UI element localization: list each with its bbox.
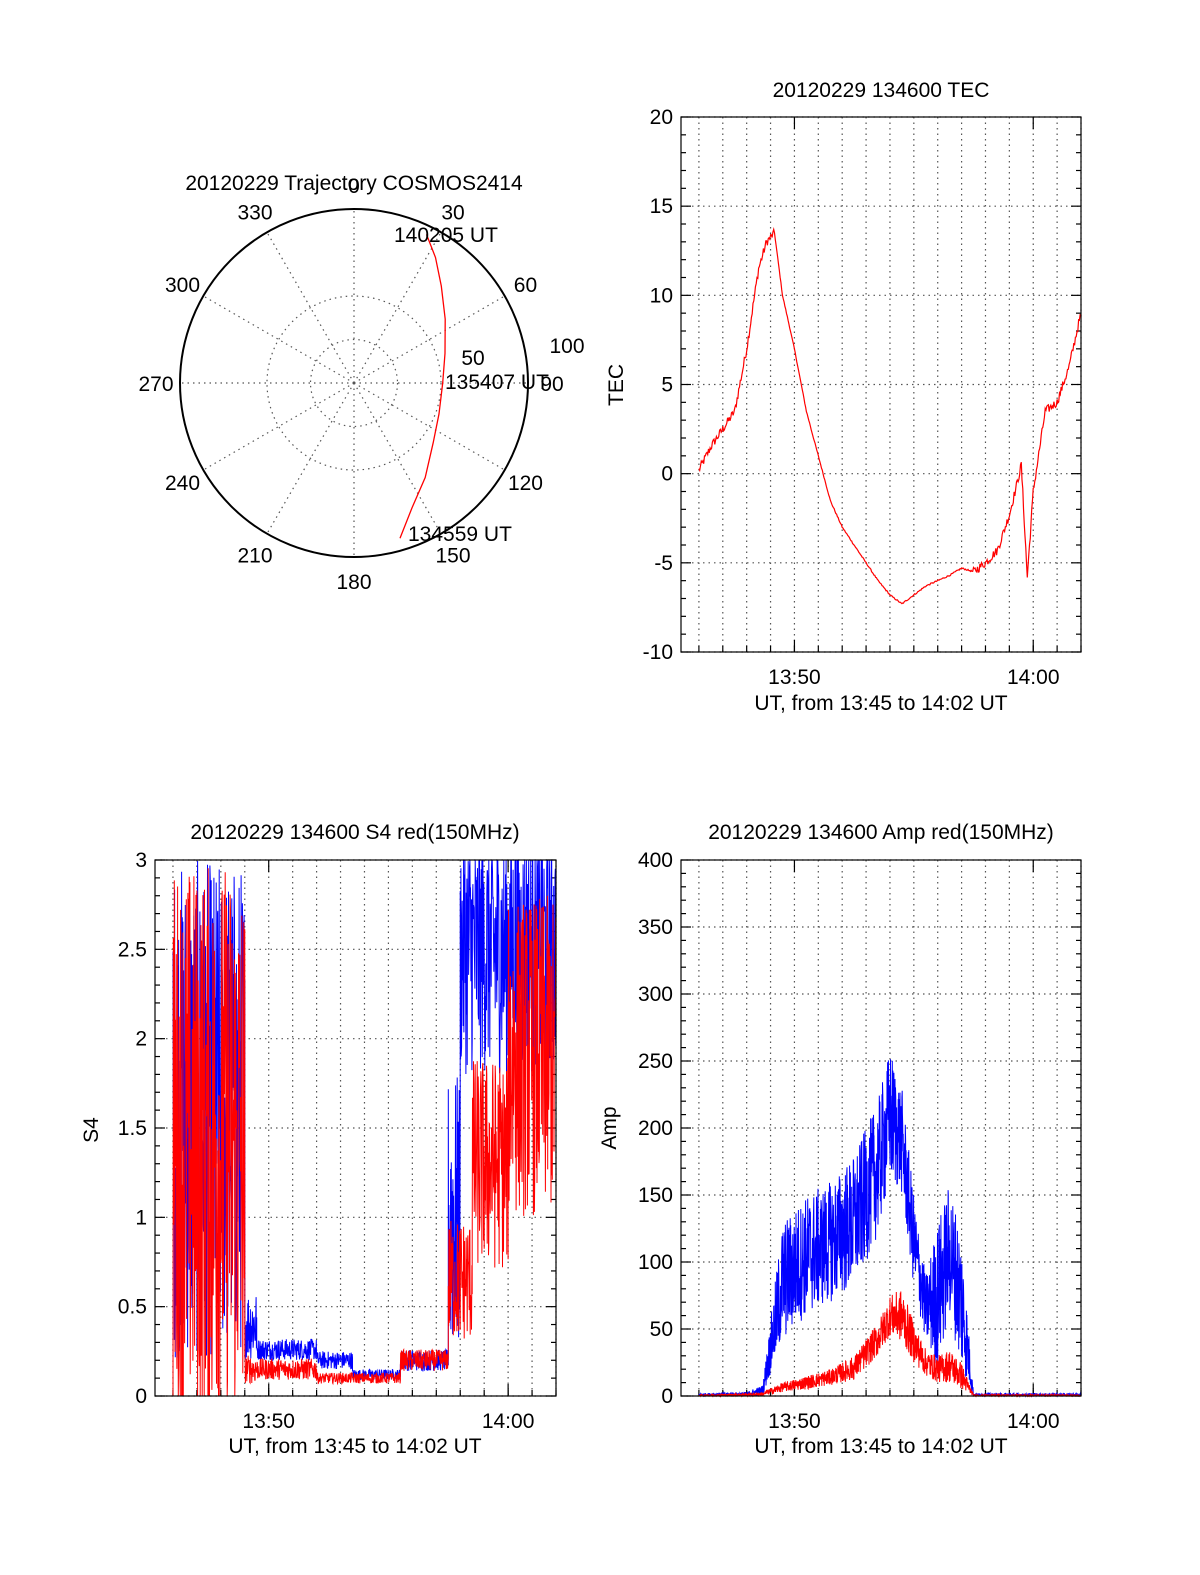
- y-tick-label: 150: [638, 1184, 673, 1207]
- angle-label-180: 180: [336, 571, 371, 594]
- y-tick-label: -5: [654, 552, 673, 575]
- y-tick-label: 250: [638, 1050, 673, 1073]
- y-tick-label: -10: [643, 641, 673, 664]
- tec-xlabel: UT, from 13:45 to 14:02 UT: [754, 692, 1007, 715]
- angle-label-120: 120: [508, 472, 543, 495]
- radius-label-100: 100: [549, 335, 584, 358]
- x-tick-label: 13:50: [242, 1410, 295, 1433]
- y-tick-label: 5: [661, 374, 673, 397]
- satellite-track: [399, 234, 446, 539]
- polar-angle-labels: 0 30 60 90 120 150 180 210 240 270 300 3…: [138, 175, 563, 594]
- x-tick-label: 13:50: [768, 666, 821, 689]
- angle-label-90: 90: [540, 373, 563, 396]
- tec-panel: 20120229 134600 TEC UT, from 13:45 to 14…: [605, 79, 1082, 715]
- polar-spoke-150: [353, 382, 442, 534]
- y-tick-label: 0: [661, 463, 673, 486]
- angle-label-330: 330: [237, 202, 272, 225]
- plot-frame: [680, 116, 1082, 653]
- track-end-label: 140205 UT: [394, 224, 498, 247]
- trajectory-title: 20120229 Trajectory COSMOS2414: [185, 172, 523, 195]
- y-tick-label: 400: [638, 849, 673, 872]
- x-tick-label: 14:00: [1007, 1410, 1060, 1433]
- panel-series: [172, 859, 557, 1397]
- angle-label-0: 0: [348, 175, 360, 198]
- x-tick-label: 13:50: [768, 1410, 821, 1433]
- angle-label-30: 30: [441, 202, 464, 225]
- y-tick-label: 2: [135, 1028, 147, 1051]
- polar-grid-circle-25: [309, 338, 399, 428]
- radius-label-50: 50: [461, 347, 484, 370]
- panel-series: [698, 1059, 1082, 1398]
- track-mid-label: 135407 UT: [445, 371, 549, 394]
- y-tick-label: 0: [135, 1385, 147, 1408]
- panel-grid: [681, 859, 1082, 1397]
- y-tick-label: 2.5: [118, 938, 147, 961]
- y-tick-label: 1: [135, 1206, 147, 1229]
- polar-spoke-120: [353, 382, 505, 471]
- s4-panel: 20120229 134600 S4 red(150MHz) UT, from …: [80, 821, 557, 1458]
- polar-grid: [180, 209, 528, 557]
- plot-frame: [680, 859, 1082, 1397]
- s4-ylabel: S4: [80, 1117, 103, 1143]
- s4-xlabel: UT, from 13:45 to 14:02 UT: [228, 1435, 481, 1458]
- x-tick-label: 14:00: [1007, 666, 1060, 689]
- polar-spoke-60: [353, 295, 505, 384]
- y-tick-label: 1.5: [118, 1117, 147, 1140]
- series-line: [698, 1291, 1082, 1398]
- y-tick-label: 10: [650, 284, 673, 307]
- plot-frame: [154, 859, 557, 1397]
- panel-series: [698, 227, 1081, 605]
- y-tick-label: 15: [650, 195, 673, 218]
- polar-outer-circle: [179, 208, 529, 558]
- polar-spoke-330: [266, 232, 355, 384]
- y-tick-label: 20: [650, 106, 673, 129]
- y-tick-label: 300: [638, 983, 673, 1006]
- tec-ylabel: TEC: [605, 364, 628, 406]
- polar-spoke-210: [266, 382, 355, 534]
- series-line: [172, 868, 557, 1397]
- y-tick-label: 200: [638, 1117, 673, 1140]
- trajectory-polar-plot: 20120229 Trajectory COSMOS2414 0 30 60 9…: [138, 172, 584, 594]
- amp-ylabel: Amp: [598, 1106, 621, 1149]
- polar-grid-circle-50: [266, 295, 442, 471]
- s4-title: 20120229 134600 S4 red(150MHz): [190, 821, 519, 844]
- angle-label-240: 240: [165, 472, 200, 495]
- tec-title: 20120229 134600 TEC: [773, 79, 990, 102]
- polar-spoke-30: [353, 232, 442, 384]
- angle-label-150: 150: [435, 544, 470, 567]
- y-tick-label: 350: [638, 916, 673, 939]
- angle-label-210: 210: [237, 544, 272, 567]
- angle-label-300: 300: [165, 274, 200, 297]
- panel-grid: [681, 116, 1082, 653]
- y-tick-label: 3: [135, 849, 147, 872]
- series-line: [698, 227, 1081, 605]
- polar-spoke-240: [203, 382, 355, 471]
- y-tick-label: 0.5: [118, 1296, 147, 1319]
- y-tick-label: 100: [638, 1251, 673, 1274]
- y-tick-label: 0: [661, 1385, 673, 1408]
- track-start-label: 134559 UT: [408, 523, 512, 546]
- amp-xlabel: UT, from 13:45 to 14:02 UT: [754, 1435, 1007, 1458]
- y-tick-label: 50: [650, 1318, 673, 1341]
- x-tick-label: 14:00: [482, 1410, 535, 1433]
- amp-panel: 20120229 134600 Amp red(150MHz) UT, from…: [598, 821, 1082, 1458]
- amp-title: 20120229 134600 Amp red(150MHz): [708, 821, 1054, 844]
- angle-label-270: 270: [138, 373, 173, 396]
- polar-spoke-300: [203, 295, 355, 384]
- angle-label-60: 60: [514, 274, 537, 297]
